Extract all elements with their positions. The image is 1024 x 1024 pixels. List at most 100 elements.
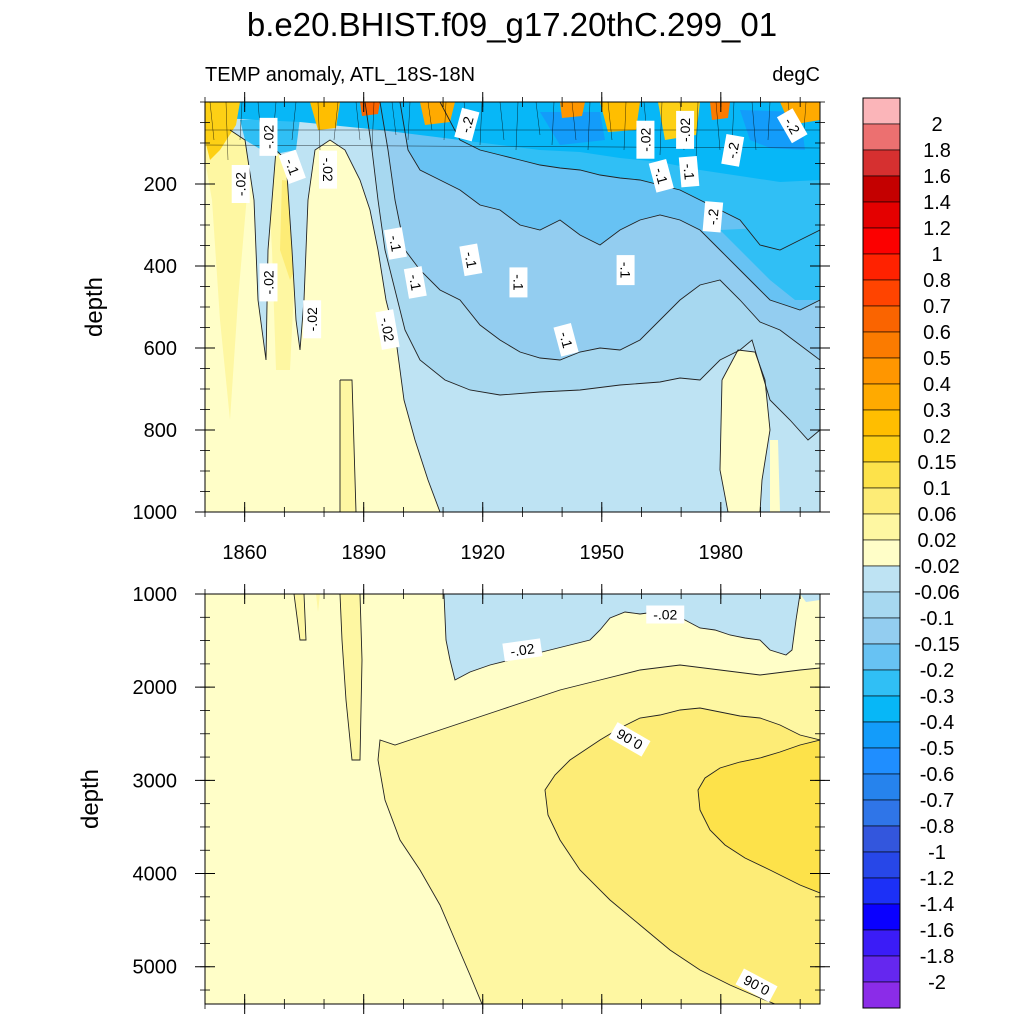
upper-contour-fill: -.02 -.02 -.02 -.2 -.02 -.02 -.2 -.2 -.1 -.1 -.1 -.…: [205, 102, 820, 512]
colorbar-swatch: [862, 617, 901, 645]
colorbar-label: 0.02: [918, 530, 957, 552]
colorbar-label: 0.3: [923, 400, 951, 422]
contour-label-text: -.02: [653, 607, 677, 623]
colorbar-swatch: [862, 695, 901, 723]
contour-label-box: [608, 722, 651, 757]
colorbar-swatch: [862, 383, 901, 411]
y-tick-label: 4000: [133, 864, 178, 886]
contour-label-text: -.1: [406, 273, 425, 292]
contour-label-text: -.1: [282, 156, 303, 177]
chart-title: b.e20.BHIST.f09_g17.20thC.299_01: [247, 6, 777, 43]
contour-label-box: [646, 605, 685, 624]
colorbar-swatch: [862, 539, 901, 567]
contour-label-box: [735, 968, 778, 1003]
colorbar-label: -1.2: [920, 868, 954, 890]
contour-label: -.1: [648, 158, 674, 193]
y-tick-label: 800: [144, 420, 177, 442]
upper-depth-label: depth: [81, 277, 108, 337]
contour-label: -.2: [454, 107, 480, 142]
colorbar-swatch: [862, 851, 901, 879]
colorbar-swatch: [862, 955, 901, 983]
contour-label-text: -.02: [509, 640, 535, 659]
contour-label-box: [375, 309, 400, 350]
contour-label: -.1: [616, 255, 635, 286]
x-tick-label: 1860: [222, 542, 267, 564]
colorbar-swatch: [862, 331, 901, 359]
contour-label-box: [616, 255, 635, 286]
colorbar-swatch: [862, 929, 901, 957]
lower-depth-label: depth: [77, 769, 104, 829]
y-tick-label: 400: [144, 256, 177, 278]
contour-label-box: [648, 158, 674, 193]
colorbar-label: 1.4: [923, 192, 951, 214]
contour-label-text: -.02: [260, 125, 276, 149]
contour-label: -.1: [383, 227, 407, 260]
contour-label: -.1: [278, 149, 306, 184]
contour-label-text: -.2: [781, 115, 803, 137]
contour-label-box: [454, 107, 480, 142]
contour-label-box: [231, 165, 250, 203]
colorbar-swatch: [862, 643, 901, 671]
contour-label-box: [319, 150, 337, 189]
contour-label-text: -.02: [320, 158, 336, 182]
contour-label: -.02: [676, 110, 695, 149]
colorbar-swatch: [862, 513, 901, 541]
contour-label: -.02: [636, 120, 655, 159]
contour-label-text: -.02: [378, 316, 398, 343]
colorbar-label: -0.7: [920, 790, 954, 812]
colorbar-label: -0.2: [920, 660, 954, 682]
colorbar-label: -0.3: [920, 686, 954, 708]
colorbar-swatch: [862, 253, 901, 281]
y-tick-label: 200: [144, 174, 177, 196]
contour-label-box: [403, 266, 427, 299]
contour-label-text: -.1: [462, 250, 481, 269]
contour-label-box: [259, 117, 278, 156]
contour-label-box: [721, 134, 745, 167]
colorbar-swatch: [862, 903, 901, 931]
contour-label-text: -.02: [233, 172, 249, 196]
y-tick-label: 600: [144, 338, 177, 360]
contour-label-box: [553, 322, 579, 357]
colorbar-frame: [862, 97, 901, 1009]
colorbar-swatch: [862, 981, 901, 1009]
y-tick-label: 2000: [133, 677, 178, 699]
colorbar-label: 0.7: [923, 296, 951, 318]
colorbar-label: 1.8: [923, 140, 951, 162]
contour-label: -.1: [509, 267, 528, 298]
contour-label: -.1: [678, 155, 700, 188]
colorbar-label: -1.4: [920, 894, 954, 916]
contour-label-text: -.02: [304, 307, 320, 331]
contour-label: -.2: [776, 108, 808, 144]
contour-label: -.1: [403, 266, 427, 299]
colorbar-label: -0.8: [920, 816, 954, 838]
contour-label-box: [278, 149, 306, 184]
colorbar-swatch: [862, 201, 901, 229]
colorbar-swatch: [862, 721, 901, 749]
contour-label-text: -.1: [510, 274, 526, 291]
contour-label-text: -.02: [637, 127, 653, 151]
variable-label: TEMP anomaly, ATL_18S-18N: [205, 64, 475, 86]
upper-panel: -.02 -.02 -.02 -.2 -.02 -.02 -.2 -.2 -.1 -.1 -.1 -.…: [81, 92, 830, 564]
x-tick-label: 1950: [580, 542, 625, 564]
contour-label-box: [383, 227, 407, 260]
colorbar-swatch: [862, 279, 901, 307]
contour-label-box: [676, 110, 695, 149]
contour-label: -.02: [259, 117, 278, 156]
lower-contour-fill: -.02-.020.060.06: [205, 594, 820, 1004]
colorbar: 2 1.8 1.6 1.4 1.2 1 0.8 0.7 0.6 0.5 0.4 0.3 0.2 0.15 0…: [862, 97, 960, 1009]
contour-label-box: [459, 243, 483, 277]
contour-label: -.02: [502, 638, 543, 662]
colorbar-swatch: [862, 175, 901, 203]
colorbar-swatch: [862, 227, 901, 255]
contour-label: -.02: [319, 150, 337, 189]
colorbar-swatch: [862, 149, 901, 177]
colorbar-label: 2: [931, 114, 942, 136]
colorbar-label: -0.4: [920, 712, 954, 734]
y-tick-label: 3000: [133, 770, 178, 792]
colorbar-label: -0.6: [920, 764, 954, 786]
colorbar-swatch: [862, 97, 901, 125]
y-tick-label: 5000: [133, 957, 178, 979]
contour-label: -.2: [721, 134, 745, 167]
